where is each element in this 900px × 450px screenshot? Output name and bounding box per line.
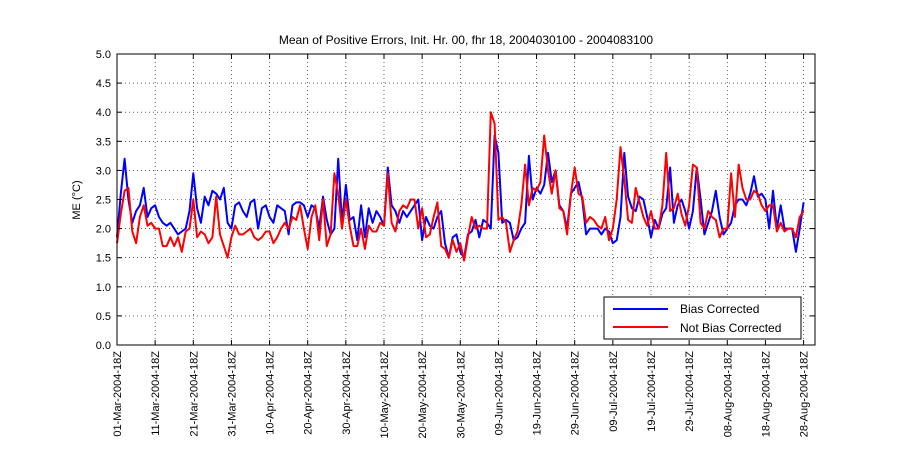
y-tick-label: 0.5 <box>96 311 111 323</box>
y-tick-label: 0.0 <box>96 340 111 352</box>
legend: Bias Corrected Not Bias Corrected <box>603 296 802 340</box>
y-tick-label: 4.5 <box>96 78 111 90</box>
series-line-bias-corrected <box>116 134 805 259</box>
legend-label-bias-corrected: Bias Corrected <box>680 302 759 316</box>
legend-label-not-bias-corrected: Not Bias Corrected <box>680 321 781 335</box>
x-tick-label: 21-Mar-2004-18Z <box>188 351 200 437</box>
y-tick-label: 4.0 <box>96 107 111 119</box>
x-tick-label: 20-Apr-2004-18Z <box>303 351 315 435</box>
y-tick-label: 2.0 <box>96 224 111 236</box>
x-tick-label: 30-May-2004-18Z <box>455 351 467 439</box>
x-tick-label: 31-Mar-2004-18Z <box>226 351 238 437</box>
x-tick-label: 19-Jun-2004-18Z <box>532 351 544 436</box>
x-tick-label: 18-Aug-2004-18Z <box>760 351 772 438</box>
y-tick-label: 5.0 <box>96 49 111 61</box>
x-tick-label: 19-Jul-2004-18Z <box>646 351 658 432</box>
x-tick-label: 20-May-2004-18Z <box>417 351 429 439</box>
y-tick-label: 1.0 <box>96 282 111 294</box>
x-tick-label: 08-Aug-2004-18Z <box>722 351 734 438</box>
axes: 0.0 0.5 1.0 1.5 2.0 2.5 3.0 3.5 4.0 4.5 5.0 01-Mar-… <box>96 49 815 438</box>
y-axis-label: ME (°C) <box>71 180 83 219</box>
x-tick-label: 09-Jul-2004-18Z <box>608 351 620 432</box>
x-tick-label: 29-Jul-2004-18Z <box>684 351 696 432</box>
x-tick-label: 10-Apr-2004-18Z <box>265 351 277 435</box>
x-tick-label: 10-May-2004-18Z <box>379 351 391 439</box>
x-tick-label: 09-Jun-2004-18Z <box>493 351 505 436</box>
x-tick-label: 29-Jun-2004-18Z <box>570 351 582 436</box>
chart-title: Mean of Positive Errors, Init. Hr. 00, f… <box>279 33 654 47</box>
legend-box <box>603 296 802 340</box>
series-lines <box>116 111 805 262</box>
y-tick-label: 3.0 <box>96 165 111 177</box>
y-tick-label: 1.5 <box>96 253 111 265</box>
y-tick-label: 2.5 <box>96 195 111 207</box>
y-tick-label: 3.5 <box>96 136 111 148</box>
x-tick-label: 30-Apr-2004-18Z <box>341 351 353 435</box>
x-tick-label: 11-Mar-2004-18Z <box>150 351 162 436</box>
x-tick-label: 01-Mar-2004-18Z <box>112 351 124 437</box>
x-tick-label: 28-Aug-2004-18Z <box>799 351 811 438</box>
series-line-not-bias-corrected <box>116 111 805 262</box>
